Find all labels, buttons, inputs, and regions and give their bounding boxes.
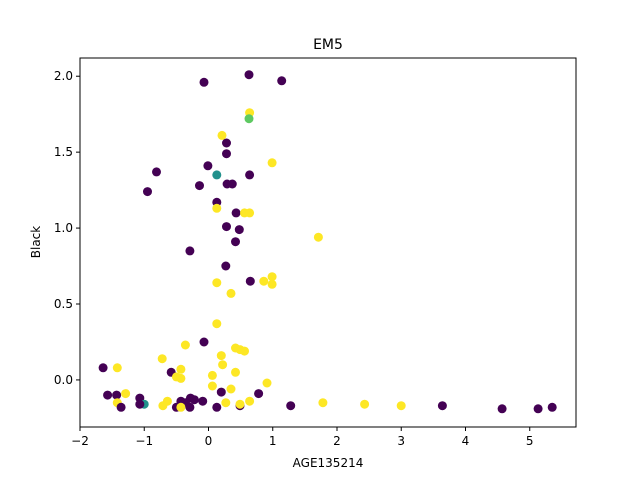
data-point-9 [203, 161, 213, 171]
data-point-40 [216, 351, 226, 361]
x-tick-label: 4 [462, 434, 470, 448]
data-point-4 [244, 114, 254, 124]
x-tick-label: 2 [333, 434, 341, 448]
y-tick-label: 0.5 [54, 297, 73, 311]
data-point-53 [226, 384, 236, 394]
data-point-24 [313, 232, 323, 242]
data-point-55 [254, 389, 264, 399]
data-point-12 [245, 170, 255, 180]
data-point-84 [497, 404, 507, 414]
data-point-21 [245, 208, 255, 218]
data-point-57 [121, 389, 131, 399]
data-point-35 [199, 337, 209, 347]
data-point-75 [396, 401, 406, 411]
data-point-74 [360, 399, 370, 409]
data-point-10 [152, 167, 161, 177]
data-point-31 [212, 278, 222, 288]
data-point-83 [437, 401, 447, 411]
data-point-39 [240, 346, 249, 356]
data-point-8 [267, 158, 277, 168]
data-point-32 [267, 279, 277, 289]
data-point-54 [216, 387, 226, 397]
data-point-81 [116, 402, 126, 412]
data-point-41 [157, 354, 167, 364]
data-point-2 [199, 77, 209, 87]
data-point-44 [112, 363, 122, 373]
data-point-85 [533, 404, 543, 414]
data-point-23 [234, 225, 244, 235]
data-point-16 [143, 187, 152, 197]
data-point-14 [227, 179, 237, 189]
chart-title: EM5 [313, 37, 343, 53]
plot-frame [79, 57, 577, 428]
data-point-61 [189, 395, 199, 405]
y-axis-label: Black [29, 226, 43, 259]
data-point-78 [176, 402, 186, 412]
data-point-7 [222, 149, 231, 159]
data-point-25 [231, 237, 240, 247]
data-point-79 [185, 402, 195, 412]
data-point-18 [212, 203, 222, 213]
data-point-28 [267, 272, 277, 282]
x-tick-label: 1 [269, 434, 277, 448]
x-tick-label: −2 [71, 434, 89, 448]
x-tick-label: 3 [397, 434, 405, 448]
data-point-27 [221, 261, 231, 271]
x-axis-ticks: −2 −1 0 1 2 3 4 5 [71, 427, 534, 448]
data-point-43 [98, 363, 108, 373]
y-tick-label: 2.0 [54, 69, 73, 83]
x-tick-label: 0 [205, 434, 213, 448]
data-point-6 [222, 138, 231, 148]
data-point-33 [226, 288, 236, 298]
data-points [98, 70, 557, 414]
data-point-69 [221, 398, 231, 408]
data-point-51 [207, 381, 217, 391]
data-point-86 [547, 402, 557, 412]
data-point-52 [262, 378, 272, 388]
y-axis-ticks: 0.0 0.5 1.0 1.5 2.0 [54, 69, 80, 387]
data-point-67 [135, 399, 145, 409]
data-point-1 [277, 76, 287, 86]
data-point-82 [286, 401, 296, 411]
data-point-30 [245, 276, 255, 286]
data-point-19 [231, 208, 241, 218]
data-point-45 [176, 364, 186, 374]
y-tick-label: 1.5 [54, 145, 73, 159]
data-point-64 [198, 396, 208, 406]
data-point-80 [212, 402, 222, 412]
data-point-29 [259, 276, 269, 286]
data-point-48 [207, 370, 217, 380]
x-tick-label: −1 [135, 434, 153, 448]
data-point-46 [231, 367, 240, 377]
data-point-56 [103, 390, 113, 400]
data-point-34 [212, 319, 222, 329]
data-point-72 [245, 396, 255, 406]
y-tick-label: 0.0 [54, 373, 73, 387]
data-point-71 [235, 399, 245, 409]
data-point-15 [195, 181, 204, 191]
data-point-26 [185, 246, 195, 256]
data-point-11 [212, 170, 222, 180]
data-point-36 [180, 340, 190, 350]
data-point-76 [158, 401, 168, 411]
data-point-5 [217, 130, 227, 140]
data-point-50 [176, 373, 186, 383]
data-point-22 [222, 222, 231, 232]
x-tick-label: 5 [526, 434, 534, 448]
data-point-0 [244, 70, 254, 80]
y-tick-label: 1.0 [54, 221, 73, 235]
data-point-42 [218, 360, 228, 370]
data-point-58 [112, 390, 122, 400]
x-axis-label: AGE135214 [293, 456, 364, 470]
data-point-73 [318, 398, 328, 408]
